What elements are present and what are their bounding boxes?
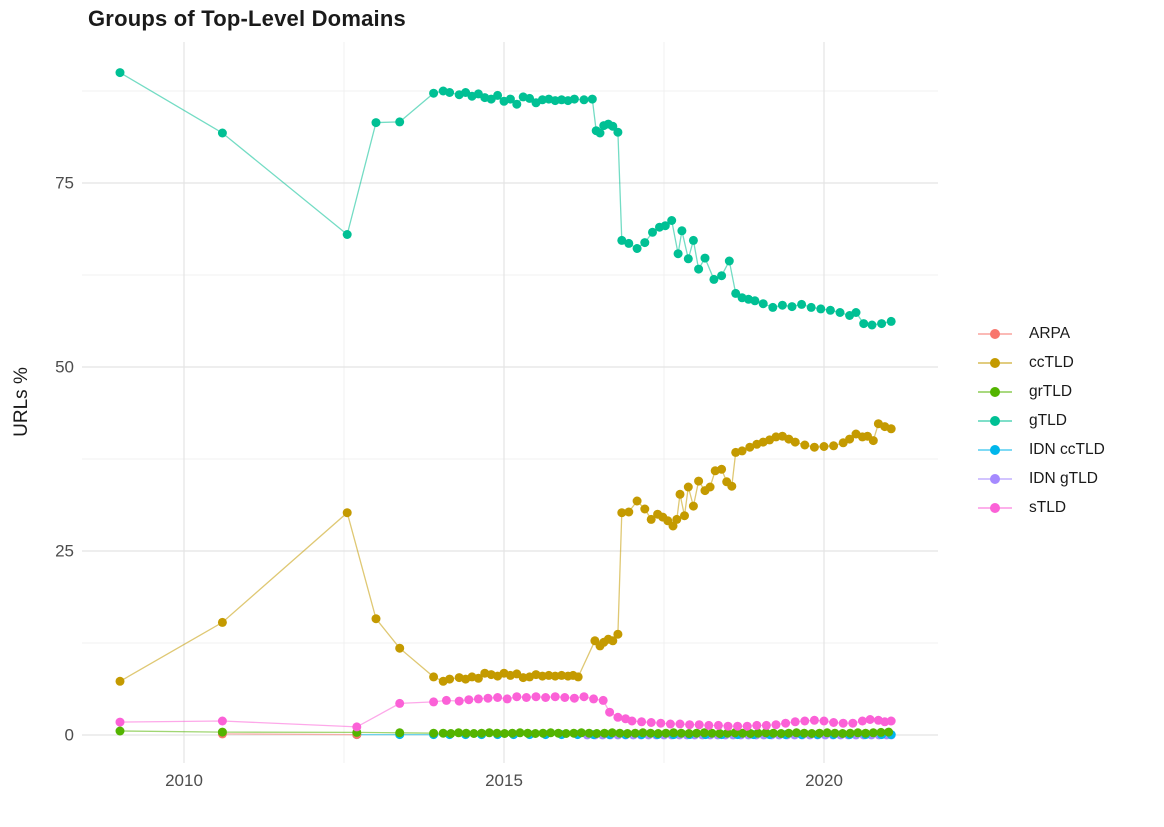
legend-key-icon	[978, 473, 1012, 485]
legend-item-gtld: gTLD	[978, 406, 1105, 435]
x-tick-label: 2020	[805, 771, 843, 790]
y-tick-label: 75	[55, 173, 74, 193]
y-tick-label: 50	[55, 357, 74, 377]
series-grtld	[115, 726, 894, 738]
legend-label: gTLD	[1029, 411, 1067, 429]
legend-label: sTLD	[1029, 498, 1067, 516]
y-tick-label: 0	[64, 725, 74, 745]
legend-key-icon	[978, 502, 1012, 514]
y-tick-label: 25	[55, 541, 74, 561]
legend: ARPA ccTLD grTLD gTLD IDN ccTLD IDN gTLD sTLD	[978, 319, 1105, 522]
legend-item-grtld: grTLD	[978, 377, 1105, 406]
legend-item-arpa: ARPA	[978, 319, 1105, 348]
legend-item-cctld: ccTLD	[978, 348, 1105, 377]
legend-label: ccTLD	[1029, 353, 1074, 371]
legend-label: IDN gTLD	[1029, 469, 1098, 487]
legend-key-icon	[978, 328, 1012, 340]
gridlines	[82, 42, 938, 763]
x-tick-label: 2015	[485, 771, 523, 790]
legend-key-icon	[978, 357, 1012, 369]
legend-item-idn-gtld: IDN gTLD	[978, 464, 1105, 493]
legend-key-icon	[978, 444, 1012, 456]
series-cctld	[115, 419, 896, 686]
legend-key-icon	[978, 386, 1012, 398]
legend-key-icon	[978, 415, 1012, 427]
series-gtld	[115, 68, 896, 330]
legend-label: IDN ccTLD	[1029, 440, 1105, 458]
legend-item-stld: sTLD	[978, 493, 1105, 522]
legend-label: ARPA	[1029, 324, 1071, 342]
series-stld	[115, 692, 896, 732]
chart-title: Groups of Top-Level Domains	[88, 6, 406, 31]
x-tick-label: 2010	[165, 771, 203, 790]
series-arpa	[217, 729, 362, 740]
legend-label: grTLD	[1029, 382, 1073, 400]
legend-item-idn-cctld: IDN ccTLD	[978, 435, 1105, 464]
